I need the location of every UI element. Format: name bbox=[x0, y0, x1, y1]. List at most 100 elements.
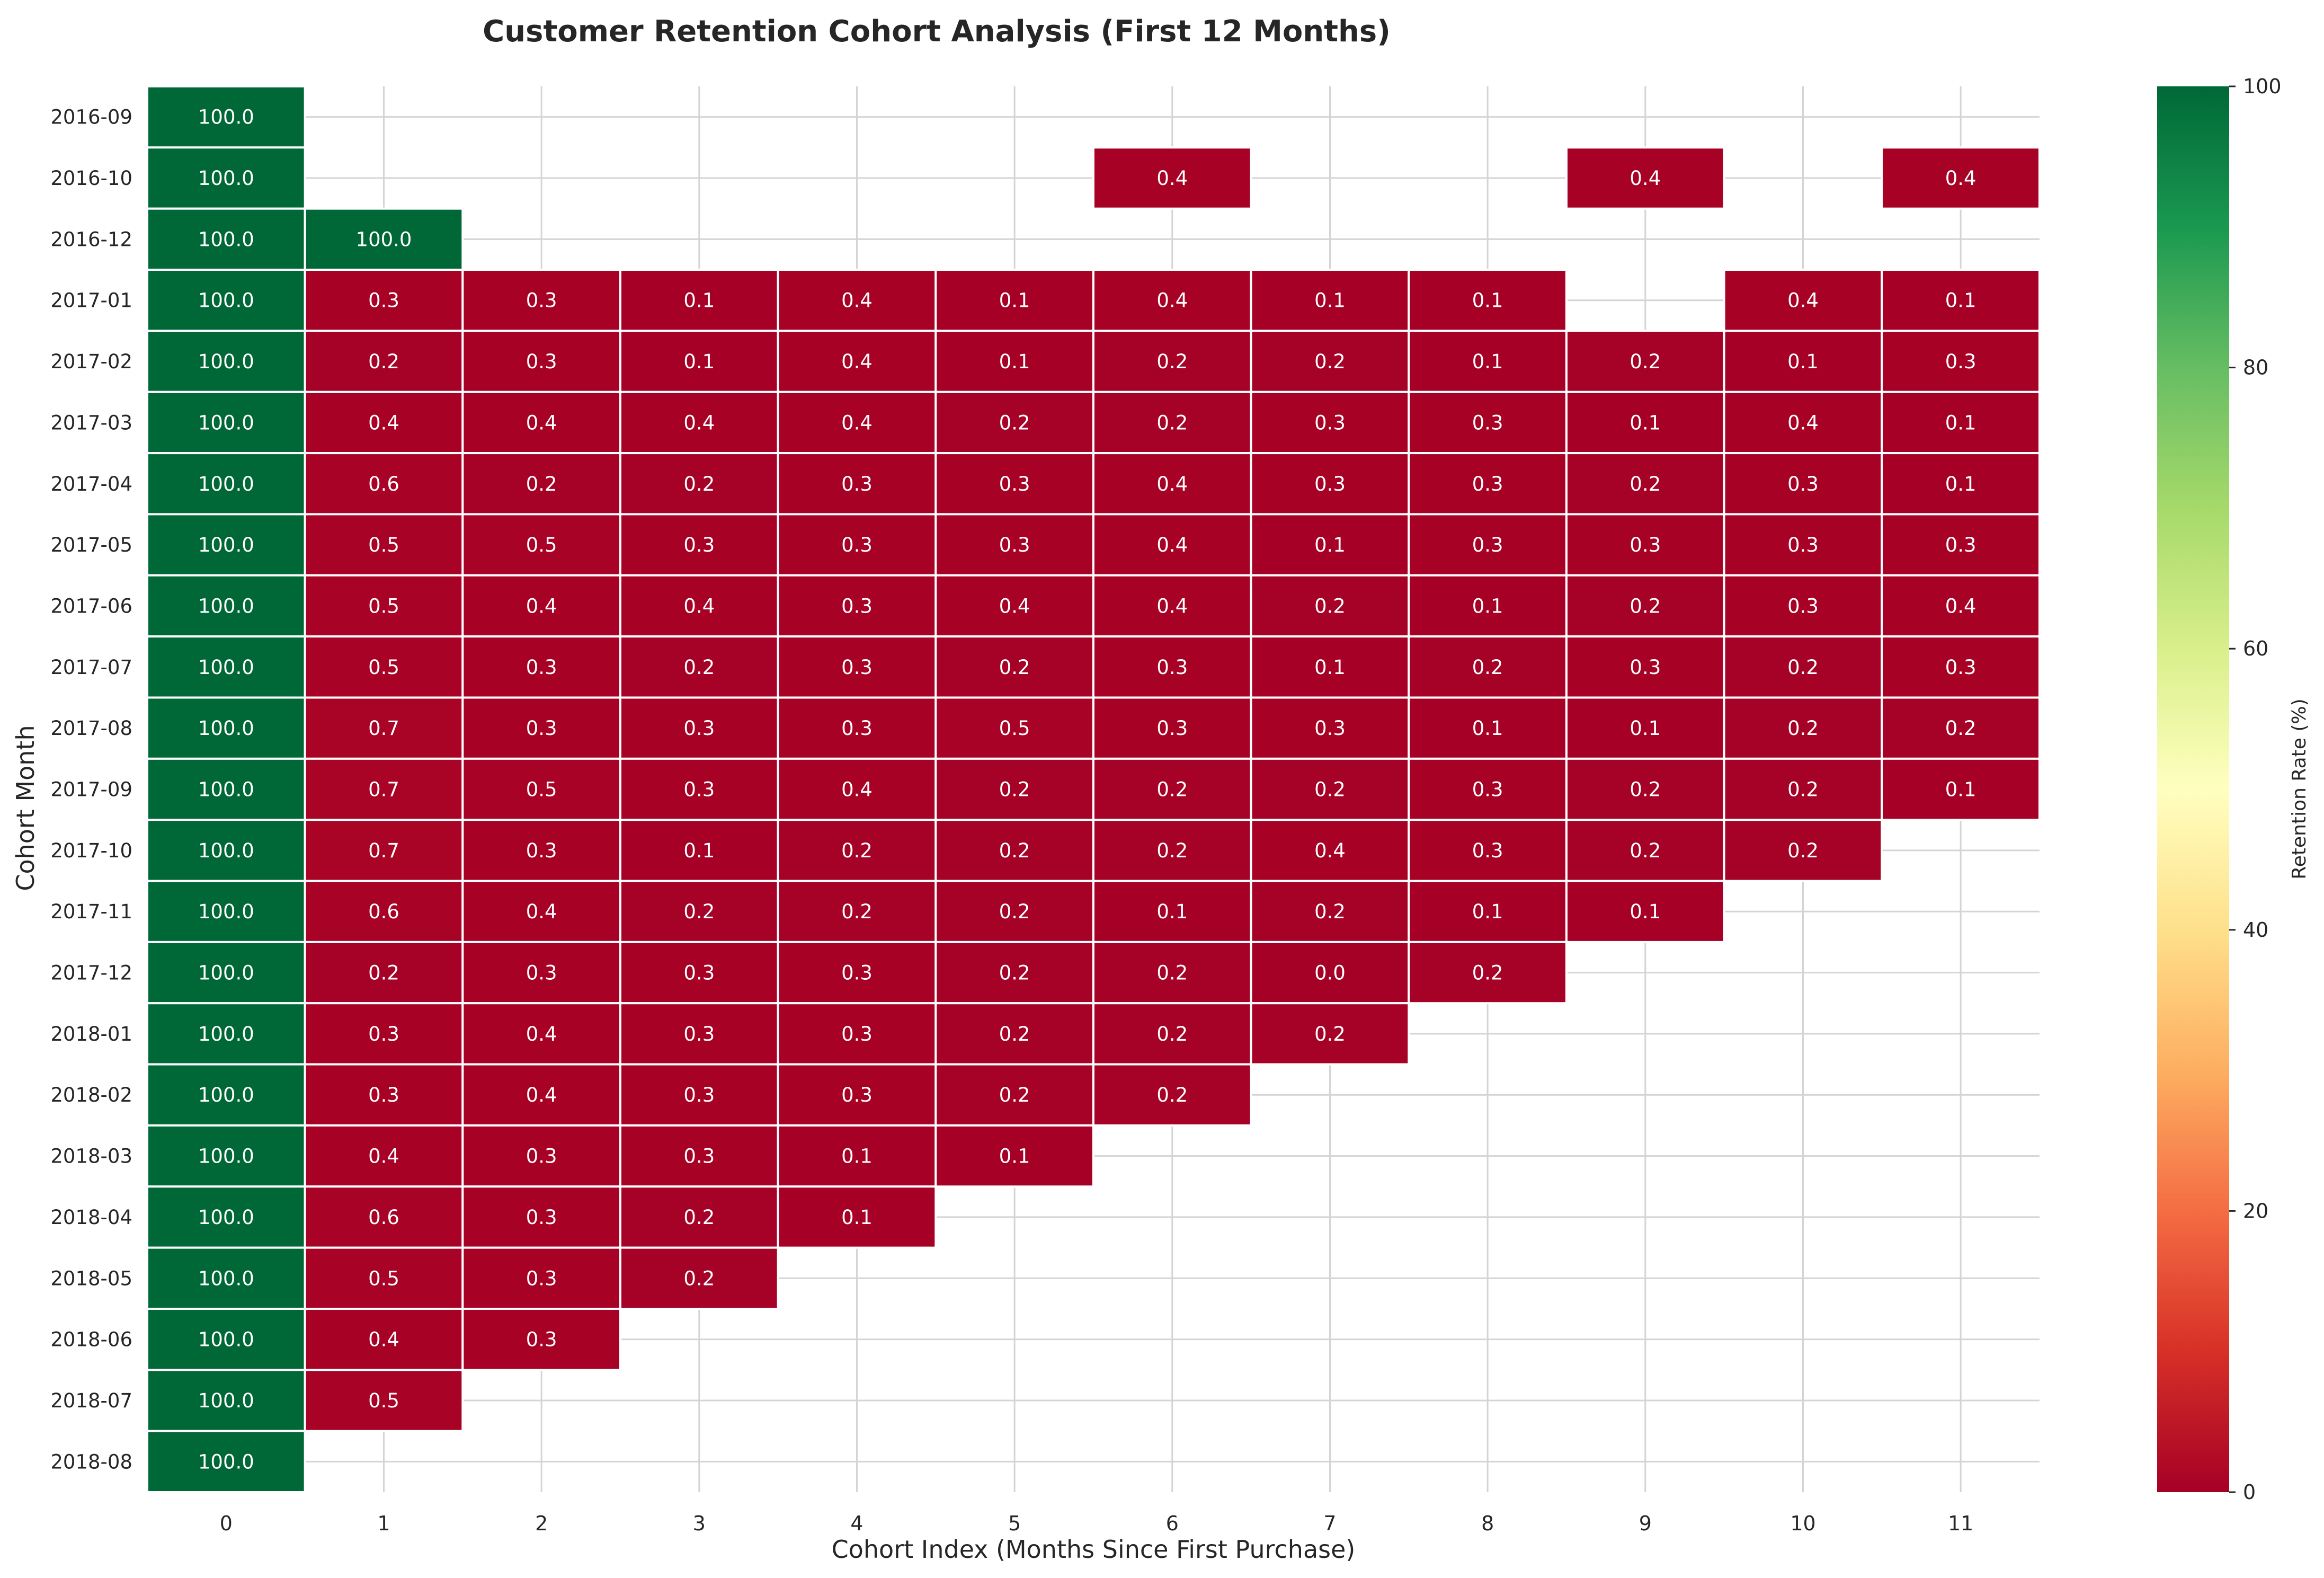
cell-value-label: 100.0 bbox=[198, 167, 254, 190]
cell-value-label: 100.0 bbox=[198, 962, 254, 985]
cell-value-label: 100.0 bbox=[198, 1328, 254, 1351]
cell-value-label: 0.2 bbox=[1787, 656, 1819, 679]
cell-value-label: 100.0 bbox=[198, 1389, 254, 1412]
cell-value-label: 0.1 bbox=[1630, 900, 1661, 923]
cell-value-label: 0.4 bbox=[1156, 289, 1188, 312]
heatmap-cell bbox=[1092, 330, 1252, 393]
cell-value-label: 0.1 bbox=[1630, 717, 1661, 740]
heatmap-cell bbox=[934, 574, 1095, 638]
cell-value-label: 0.4 bbox=[683, 411, 715, 434]
heatmap-cell bbox=[934, 330, 1095, 393]
heatmap-cell bbox=[461, 1185, 621, 1249]
heatmap-cell bbox=[304, 330, 464, 393]
cell-value-label: 0.2 bbox=[1630, 350, 1661, 373]
cell-value-label: 100.0 bbox=[198, 1084, 254, 1106]
heatmap-cell bbox=[1250, 941, 1410, 1005]
cell-value-label: 0.2 bbox=[1472, 656, 1503, 679]
cell-value-label: 0.2 bbox=[1314, 350, 1346, 373]
cell-value-label: 0.2 bbox=[999, 962, 1030, 985]
heatmap-cell bbox=[1723, 635, 1883, 699]
x-tick-label: 7 bbox=[1323, 1512, 1336, 1535]
heatmap-cell bbox=[1565, 330, 1725, 393]
heatmap-cell bbox=[146, 1246, 306, 1310]
cell-value-label: 0.6 bbox=[368, 1206, 399, 1229]
cell-value-label: 0.2 bbox=[999, 1023, 1030, 1045]
heatmap-cell bbox=[1881, 330, 2041, 393]
heatmap-cell bbox=[1092, 574, 1252, 638]
cell-value-label: 0.4 bbox=[1945, 167, 1976, 190]
cell-value-label: 100.0 bbox=[198, 656, 254, 679]
cell-value-label: 0.1 bbox=[1787, 350, 1819, 373]
cell-value-label: 0.3 bbox=[526, 962, 557, 985]
heatmap-cell bbox=[461, 1124, 621, 1188]
heatmap-cell bbox=[146, 1307, 306, 1371]
cell-value-label: 0.2 bbox=[683, 1267, 715, 1290]
heatmap-cell bbox=[1250, 269, 1410, 332]
heatmap-cell bbox=[934, 757, 1095, 821]
colorbar-label: Retention Rate (%) bbox=[2289, 698, 2310, 879]
y-tick-label: 2017-08 bbox=[50, 717, 132, 740]
cell-value-label: 0.3 bbox=[683, 717, 715, 740]
heatmap-cell bbox=[619, 1185, 779, 1249]
heatmap-cell bbox=[619, 574, 779, 638]
heatmap-cell bbox=[1565, 391, 1725, 455]
heatmap-cell bbox=[777, 391, 937, 455]
heatmap-cell bbox=[1565, 574, 1725, 638]
heatmap-cell bbox=[1881, 635, 2041, 699]
cell-value-label: 0.3 bbox=[841, 656, 872, 679]
cell-value-label: 100.0 bbox=[198, 228, 254, 251]
heatmap-cell bbox=[1250, 452, 1410, 516]
x-tick-label: 8 bbox=[1481, 1512, 1494, 1535]
cell-value-label: 0.1 bbox=[1314, 289, 1346, 312]
heatmap-cell bbox=[619, 819, 779, 882]
x-tick-label: 1 bbox=[377, 1512, 390, 1535]
cell-value-label: 0.3 bbox=[841, 534, 872, 556]
heatmap-cell bbox=[619, 452, 779, 516]
cell-value-label: 0.6 bbox=[368, 473, 399, 495]
cell-value-label: 0.3 bbox=[526, 289, 557, 312]
heatmap-cell bbox=[619, 391, 779, 455]
heatmap-cell bbox=[1723, 819, 1883, 882]
heatmap-cell bbox=[461, 330, 621, 393]
cell-value-label: 0.4 bbox=[1630, 167, 1661, 190]
cell-value-label: 0.1 bbox=[683, 289, 715, 312]
heatmap-cell bbox=[1250, 1002, 1410, 1066]
cell-value-label: 0.2 bbox=[999, 839, 1030, 862]
heatmap-cell bbox=[934, 269, 1095, 332]
y-tick-label: 2016-10 bbox=[50, 167, 132, 190]
heatmap-cell bbox=[934, 1002, 1095, 1066]
cell-value-label: 0.1 bbox=[1472, 717, 1503, 740]
heatmap-cell bbox=[1881, 574, 2041, 638]
cell-value-label: 0.3 bbox=[368, 289, 399, 312]
colorbar-tick-label: 0 bbox=[2243, 1481, 2256, 1504]
heatmap-cell bbox=[146, 85, 306, 149]
y-tick-label: 2017-09 bbox=[50, 778, 132, 801]
heatmap-cell bbox=[1881, 269, 2041, 332]
cell-value-label: 0.3 bbox=[999, 534, 1030, 556]
heatmap-cell bbox=[1723, 574, 1883, 638]
cell-value-label: 0.3 bbox=[368, 1023, 399, 1045]
heatmap-cell bbox=[619, 513, 779, 577]
heatmap-cell bbox=[304, 757, 464, 821]
heatmap-cell bbox=[146, 696, 306, 760]
cell-value-label: 0.4 bbox=[526, 1084, 557, 1106]
cell-value-label: 0.3 bbox=[683, 1023, 715, 1045]
heatmap-cell bbox=[146, 941, 306, 1005]
cell-value-label: 100.0 bbox=[198, 289, 254, 312]
heatmap-cell bbox=[1565, 880, 1725, 943]
cell-value-label: 0.2 bbox=[1156, 778, 1188, 801]
cell-value-label: 0.0 bbox=[1314, 962, 1346, 985]
heatmap-cell bbox=[619, 1246, 779, 1310]
y-tick-label: 2017-07 bbox=[50, 656, 132, 679]
cell-value-label: 0.3 bbox=[1472, 534, 1503, 556]
cell-value-label: 0.2 bbox=[368, 962, 399, 985]
colorbar-gradient bbox=[2157, 86, 2229, 1492]
cell-value-label: 0.2 bbox=[999, 411, 1030, 434]
y-tick-label: 2017-03 bbox=[50, 411, 132, 434]
heatmap-cell bbox=[146, 880, 306, 943]
cell-value-label: 100.0 bbox=[198, 778, 254, 801]
cell-value-label: 0.2 bbox=[999, 656, 1030, 679]
cell-value-label: 0.2 bbox=[683, 900, 715, 923]
cell-value-label: 0.1 bbox=[683, 350, 715, 373]
heatmap-cell bbox=[777, 1002, 937, 1066]
